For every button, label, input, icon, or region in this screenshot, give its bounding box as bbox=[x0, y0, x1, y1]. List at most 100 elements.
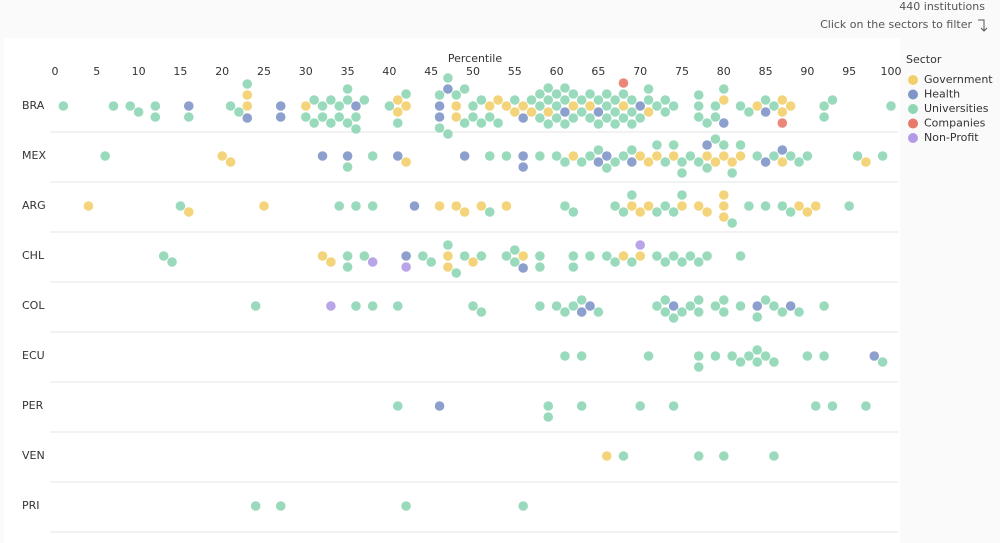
legend-item[interactable]: Health bbox=[908, 88, 960, 101]
dot bbox=[677, 257, 687, 267]
dot bbox=[677, 190, 687, 200]
dot bbox=[652, 101, 662, 111]
dot bbox=[794, 201, 804, 211]
dot bbox=[601, 151, 612, 161]
dot bbox=[392, 401, 403, 411]
dot bbox=[618, 101, 629, 111]
dot bbox=[693, 295, 704, 305]
dot bbox=[735, 151, 746, 161]
dot bbox=[409, 201, 420, 211]
dot bbox=[576, 107, 587, 117]
dot bbox=[702, 140, 712, 150]
dot bbox=[660, 157, 671, 167]
dot bbox=[551, 101, 562, 111]
dot bbox=[526, 95, 537, 105]
legend-item[interactable]: Companies bbox=[908, 117, 986, 130]
dot bbox=[576, 307, 587, 317]
dot bbox=[518, 151, 528, 161]
dot bbox=[476, 95, 487, 105]
dot bbox=[618, 451, 629, 461]
dot bbox=[484, 101, 495, 111]
dot bbox=[392, 118, 403, 128]
dot bbox=[719, 84, 729, 94]
dot bbox=[668, 140, 679, 150]
dot bbox=[710, 134, 721, 144]
dot bbox=[560, 201, 570, 211]
dot bbox=[401, 262, 411, 272]
legend-swatch bbox=[908, 118, 918, 129]
dot bbox=[275, 112, 286, 122]
dot bbox=[443, 73, 453, 83]
dot bbox=[802, 351, 813, 361]
dot bbox=[627, 257, 637, 267]
dot bbox=[727, 157, 737, 167]
dot bbox=[259, 201, 269, 211]
dot bbox=[660, 307, 671, 317]
dot bbox=[660, 95, 671, 105]
dot bbox=[719, 212, 729, 222]
institution-count: 440 institutions bbox=[899, 0, 985, 13]
dot bbox=[317, 101, 328, 111]
dot bbox=[668, 301, 679, 311]
dot bbox=[610, 107, 620, 117]
dot bbox=[560, 307, 570, 317]
dot bbox=[810, 201, 821, 211]
dot bbox=[635, 101, 645, 111]
legend-item[interactable]: Non-Profit bbox=[908, 131, 979, 144]
dot bbox=[861, 157, 871, 167]
dot bbox=[760, 107, 771, 117]
dot bbox=[367, 301, 378, 311]
dot bbox=[643, 351, 654, 361]
dot bbox=[719, 118, 729, 128]
dot bbox=[234, 107, 244, 117]
dot bbox=[877, 151, 888, 161]
dot bbox=[443, 262, 453, 272]
dot bbox=[719, 190, 729, 200]
dot bbox=[568, 207, 579, 217]
dot bbox=[175, 201, 186, 211]
dot bbox=[635, 240, 645, 250]
dot bbox=[685, 301, 696, 311]
dot bbox=[518, 101, 528, 111]
dot bbox=[693, 451, 704, 461]
dot bbox=[100, 151, 110, 161]
dot bbox=[652, 301, 662, 311]
dot bbox=[317, 251, 328, 261]
dot bbox=[827, 401, 838, 411]
dot bbox=[719, 307, 729, 317]
dot bbox=[501, 251, 512, 261]
dot bbox=[802, 151, 813, 161]
dot bbox=[535, 151, 545, 161]
dot bbox=[827, 95, 838, 105]
dot bbox=[593, 95, 604, 105]
hint-icon bbox=[978, 19, 988, 32]
dot bbox=[618, 207, 629, 217]
dot bbox=[384, 101, 395, 111]
dot bbox=[568, 113, 579, 123]
dot bbox=[250, 501, 261, 511]
dot bbox=[710, 101, 721, 111]
dot bbox=[719, 295, 729, 305]
dot bbox=[342, 251, 353, 261]
x-tick-label: 45 bbox=[424, 65, 438, 78]
dot bbox=[242, 101, 253, 111]
row-label: COL bbox=[22, 299, 45, 312]
row-label: BRA bbox=[22, 99, 45, 112]
dot bbox=[476, 307, 487, 317]
dot bbox=[719, 201, 729, 211]
legend-swatch bbox=[908, 133, 918, 143]
dot bbox=[593, 157, 604, 167]
dot bbox=[593, 145, 604, 155]
dot bbox=[434, 112, 445, 122]
dot bbox=[484, 207, 495, 217]
dot bbox=[643, 201, 654, 211]
dot bbox=[342, 162, 353, 172]
x-tick-label: 60 bbox=[550, 65, 564, 78]
dot bbox=[543, 83, 554, 93]
dot bbox=[601, 163, 612, 173]
legend-item[interactable]: Universities bbox=[908, 102, 989, 115]
legend-item[interactable]: Government bbox=[908, 73, 993, 86]
dot bbox=[652, 151, 662, 161]
dot bbox=[451, 90, 462, 100]
x-tick-label: 10 bbox=[132, 65, 146, 78]
